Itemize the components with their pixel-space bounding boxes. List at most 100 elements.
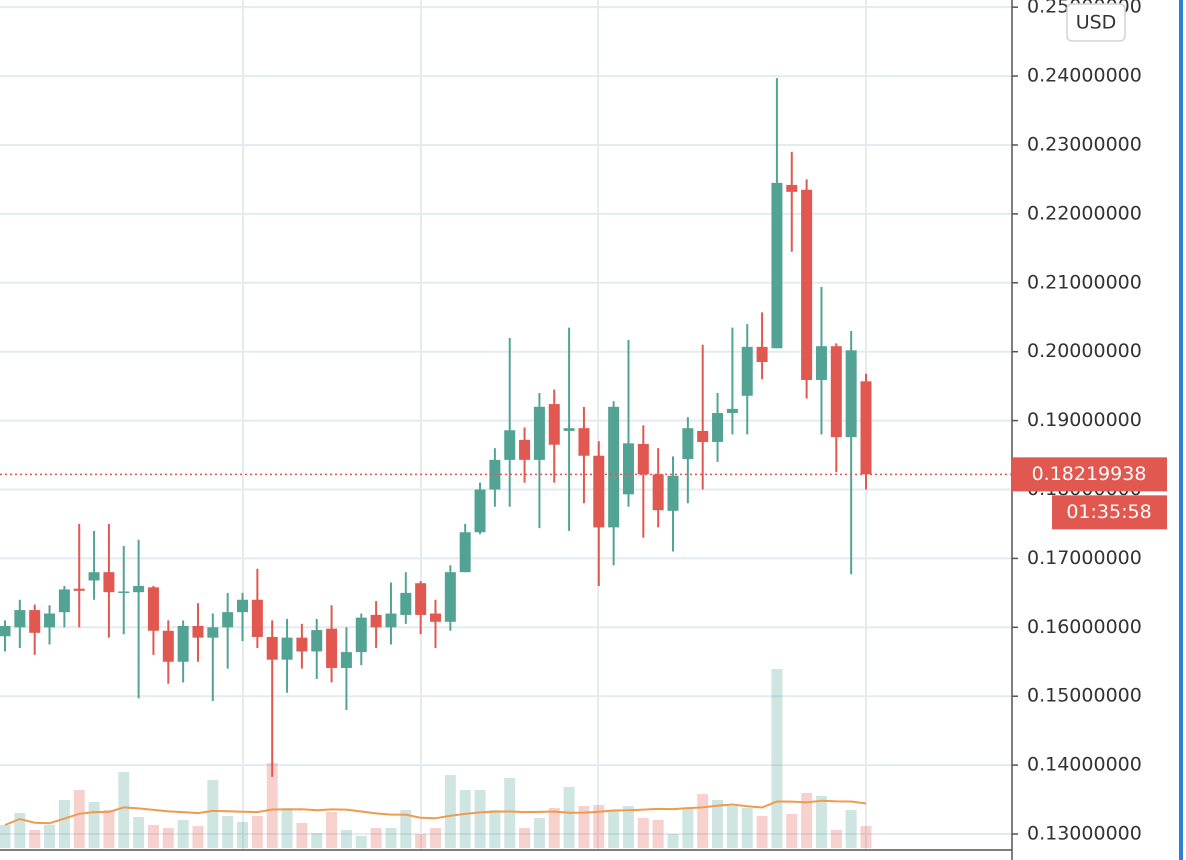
candle-body [845,350,857,438]
candle-body [712,413,724,442]
candle-body [801,189,813,380]
candle-body [44,613,56,628]
y-tick-label: 0.17000000 [1027,547,1142,569]
candle-body [14,610,26,628]
candle-body [88,572,100,581]
volume-bar [667,834,679,848]
volume-bar [519,828,531,848]
volume-bar [815,796,827,848]
volume-bar [133,817,145,848]
candle-body [533,406,545,460]
volume-bar [0,825,11,848]
grid [0,0,1011,850]
candle-body [355,617,367,653]
y-tick-label: 0.20000000 [1027,340,1142,362]
currency-button[interactable] [1066,3,1126,42]
candle-body [207,627,219,638]
y-tick-label: 0.14000000 [1027,754,1142,776]
candle-body [370,614,382,628]
candle-body [415,583,427,615]
candle-body [519,439,531,460]
currency-label[interactable]: USD [1076,12,1117,34]
volume-bar [88,802,100,848]
volume-bar [14,813,26,848]
volume-ma-line [4,799,867,826]
candle-body [563,428,575,431]
candle-body [311,630,323,652]
candle-body [133,585,145,593]
candle-body [637,444,649,475]
candle-layer [0,78,872,777]
volume-bar [682,808,694,848]
candle-body [266,636,278,660]
candle-body [652,474,664,511]
volume-layer [0,669,872,848]
candle-body [400,592,412,615]
volume-bar [340,830,352,848]
volume-bar [311,833,323,848]
volume-bar [548,808,560,848]
volume-bar [118,772,130,848]
volume-bar [533,818,545,848]
candle-body [29,610,41,633]
volume-bar [801,793,813,848]
volume-bar [771,669,783,848]
candle-body [192,625,204,638]
candle-body [237,599,249,613]
volume-bar [830,830,842,848]
volume-bar [860,826,872,848]
candle-body [622,443,634,495]
volume-bar [44,825,56,848]
candle-body [444,572,456,622]
volume-bar [73,790,85,848]
candle-body [118,591,130,593]
volume-bar [415,834,427,848]
volume-bar [712,800,724,848]
candle-body [251,599,263,637]
volume-bar [637,818,649,848]
volume-bar [147,825,159,848]
countdown-label: 01:35:58 [1066,501,1151,523]
candle-body [608,406,620,528]
volume-bar [622,806,634,848]
y-tick-label: 0.19000000 [1027,409,1142,431]
volume-bar [741,808,753,848]
candle-body [103,572,115,593]
candle-body [578,428,590,456]
overlay: 0.18219938 01:35:58 USD [0,3,1167,530]
volume-bar [266,763,278,848]
candle-body [326,628,338,668]
y-tick-label: 0.13000000 [1027,823,1142,845]
candle-body [73,588,85,591]
candle-body [459,532,471,573]
volume-bar [296,823,308,848]
volume-bar [192,826,204,848]
candle-body [682,428,694,460]
candle-body [222,612,234,628]
candle-body [489,459,501,490]
volume-bar [459,790,471,848]
volume-bar [103,810,115,848]
volume-bar [504,778,516,848]
candle-body [756,346,768,363]
candle-body [504,430,516,460]
volume-bar [29,830,41,848]
candle-body [726,408,738,414]
volume-bar [652,820,664,848]
volume-bar [237,822,249,848]
volume-bar [444,775,456,848]
candle-body [296,637,308,652]
volume-bar [370,828,382,848]
candle-body [771,182,783,349]
volume-bar [400,810,412,848]
volume-bar [385,828,397,848]
candle-body [340,652,352,668]
volume-bar [593,805,605,848]
candle-body [697,430,709,442]
countdown-box [1052,495,1167,530]
volume-bar [58,800,70,848]
candle-body [667,475,679,511]
y-tick-label: 0.15000000 [1027,685,1142,707]
candle-body [147,587,159,631]
